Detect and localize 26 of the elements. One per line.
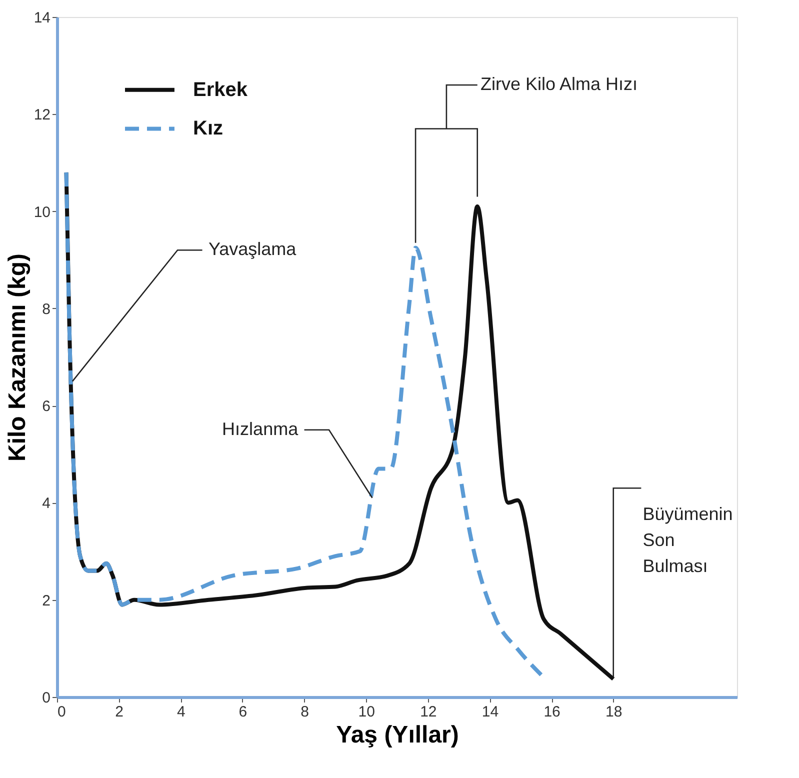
y-tick-label: 2 xyxy=(42,592,50,610)
x-tick-label: 6 xyxy=(238,704,248,720)
x-axis-title: Yaş (Yıllar) xyxy=(336,722,459,748)
x-tick-label: 14 xyxy=(482,704,499,720)
x-tick-label: 0 xyxy=(58,704,66,720)
x-tick-label: 2 xyxy=(115,704,124,720)
y-tick-label: 12 xyxy=(34,106,50,124)
annotation: Hızlanma xyxy=(222,418,300,439)
x-tick-label: 10 xyxy=(358,704,375,720)
x-tick-label: 4 xyxy=(176,704,186,720)
x-tick-label: 12 xyxy=(420,704,437,720)
y-axis-title: Kilo Kazanımı (kg) xyxy=(4,253,31,462)
x-tick-label: 8 xyxy=(300,704,309,720)
y-tick-label: 8 xyxy=(42,300,50,318)
legend-label: Kız xyxy=(193,118,223,140)
annotation: Yavaşlama xyxy=(208,239,298,260)
y-tick-label: 6 xyxy=(42,398,50,416)
legend-label: Erkek xyxy=(193,78,248,101)
y-tick-label: 10 xyxy=(34,204,50,221)
y-tick-label: 14 xyxy=(34,10,50,26)
annotation: Büyümenin Son Bulması xyxy=(642,504,733,576)
x-tick-label: 16 xyxy=(544,704,560,720)
annotation: Zirve Kilo Alma Hızı xyxy=(480,74,638,94)
x-tick-label: 18 xyxy=(606,704,622,720)
y-tick-label: 4 xyxy=(42,495,50,512)
y-tick-label: 0 xyxy=(42,690,50,706)
